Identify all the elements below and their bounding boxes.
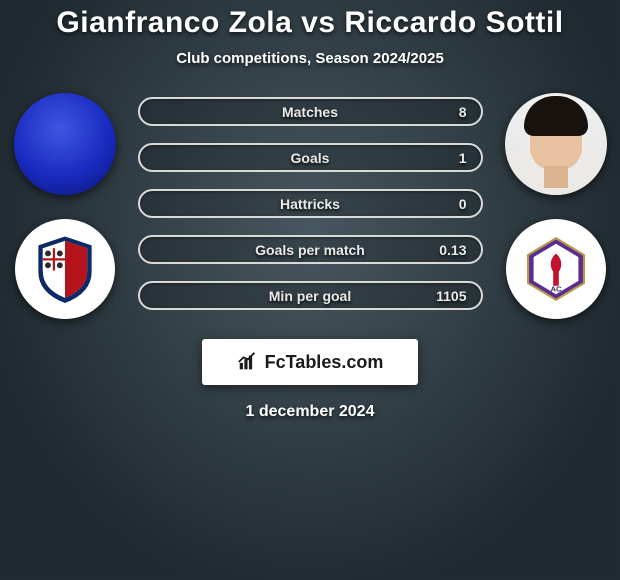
brand-text: FcTables.com xyxy=(265,352,384,373)
comparison-panel: Matches 8 Goals 1 Hattricks 0 Goals per … xyxy=(0,93,620,319)
club1-badge xyxy=(15,219,115,319)
stat-bars: Matches 8 Goals 1 Hattricks 0 Goals per … xyxy=(138,93,483,310)
player2-avatar xyxy=(505,93,607,195)
player2-name: Riccardo Sottil xyxy=(344,6,563,39)
stat-row: Goals per match 0.13 xyxy=(138,235,483,264)
stat-right-value: 0 xyxy=(459,196,467,212)
player1-name: Gianfranco Zola xyxy=(56,6,292,39)
stat-row: Min per goal 1105 xyxy=(138,281,483,310)
stat-label: Hattricks xyxy=(280,196,340,212)
title-separator: vs xyxy=(301,6,335,39)
svg-text:AC: AC xyxy=(550,284,562,293)
page-title: Gianfranco Zola vs Riccardo Sottil xyxy=(0,0,620,40)
stat-label: Goals per match xyxy=(255,242,365,258)
cagliari-crest-icon xyxy=(28,232,102,306)
stat-right-value: 1105 xyxy=(436,288,466,304)
stat-right-value: 8 xyxy=(459,104,467,120)
stat-row: Goals 1 xyxy=(138,143,483,172)
right-side: AC xyxy=(501,93,611,319)
stat-row: Hattricks 0 xyxy=(138,189,483,218)
brand-badge: FcTables.com xyxy=(202,339,418,385)
fiorentina-crest-icon: AC xyxy=(521,234,591,304)
stat-label: Goals xyxy=(291,150,330,166)
stat-right-value: 1 xyxy=(459,150,467,166)
stat-row: Matches 8 xyxy=(138,97,483,126)
stat-right-value: 0.13 xyxy=(439,242,466,258)
subtitle: Club competitions, Season 2024/2025 xyxy=(0,50,620,67)
date-text: 1 december 2024 xyxy=(0,403,620,421)
left-side xyxy=(10,93,120,319)
stat-label: Min per goal xyxy=(269,288,351,304)
stat-label: Matches xyxy=(282,104,338,120)
bar-chart-icon xyxy=(237,351,259,373)
player1-avatar xyxy=(14,93,116,195)
club2-badge: AC xyxy=(506,219,606,319)
